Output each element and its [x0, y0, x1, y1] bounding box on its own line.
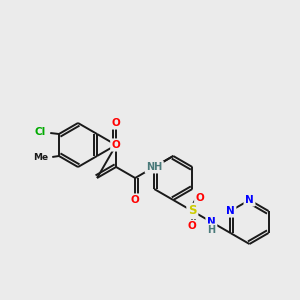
Text: O: O: [112, 140, 121, 150]
Text: O: O: [188, 221, 197, 231]
Text: S: S: [188, 205, 196, 218]
Text: Me: Me: [33, 154, 48, 163]
Text: O: O: [112, 118, 121, 128]
Text: N: N: [207, 217, 216, 227]
Text: H: H: [207, 225, 215, 235]
Text: O: O: [196, 193, 204, 203]
Text: N: N: [245, 195, 254, 205]
Text: N: N: [226, 206, 235, 216]
Text: NH: NH: [146, 162, 162, 172]
Text: O: O: [131, 195, 140, 205]
Text: Cl: Cl: [34, 127, 46, 137]
